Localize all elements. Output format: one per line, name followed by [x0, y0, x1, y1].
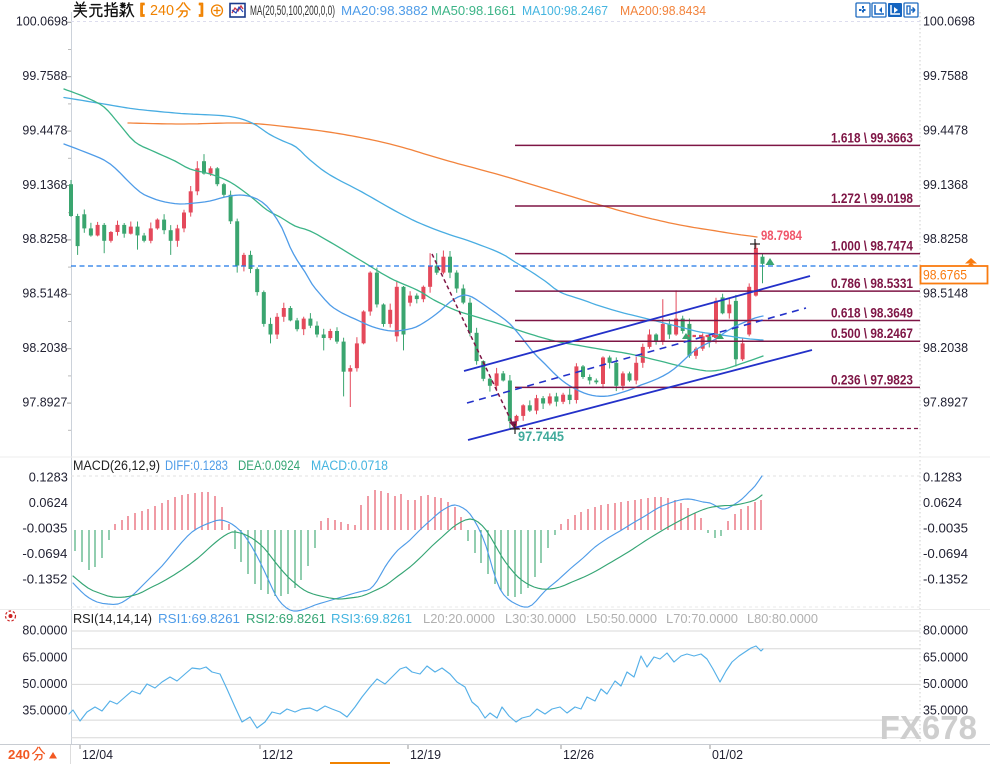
svg-text:L70:70.0000: L70:70.0000 [666, 611, 738, 626]
svg-text:65.0000: 65.0000 [923, 650, 968, 665]
svg-text:MA(20,50,100,200,0,0): MA(20,50,100,200,0,0) [250, 2, 335, 18]
svg-text:-0.1352: -0.1352 [22, 572, 67, 587]
svg-text:0.1283: 0.1283 [29, 470, 68, 485]
svg-text:97.8927: 97.8927 [22, 394, 67, 409]
svg-text:MA50:98.1661: MA50:98.1661 [431, 3, 516, 18]
svg-text:L30:30.0000: L30:30.0000 [505, 611, 576, 626]
svg-text:100.0698: 100.0698 [923, 14, 975, 29]
svg-text:240: 240 [8, 747, 30, 762]
svg-text:0.0624: 0.0624 [923, 495, 962, 510]
svg-text:98.8258: 98.8258 [22, 231, 67, 246]
svg-text:RSI(14,14,14): RSI(14,14,14) [73, 611, 152, 626]
svg-text:80.0000: 80.0000 [22, 623, 67, 638]
svg-text:97.7445: 97.7445 [518, 428, 564, 444]
svg-text:RSI3:69.8261: RSI3:69.8261 [331, 611, 412, 626]
svg-text:80.0000: 80.0000 [923, 623, 968, 638]
svg-text:MA20:98.3882: MA20:98.3882 [341, 3, 428, 18]
svg-text:MACD(26,12,9): MACD(26,12,9) [73, 458, 160, 473]
svg-text:-0.0035: -0.0035 [22, 521, 67, 536]
svg-text:35.0000: 35.0000 [22, 703, 67, 718]
svg-text:50.0000: 50.0000 [923, 676, 968, 691]
svg-text:12/12: 12/12 [262, 747, 293, 762]
svg-text:98.5148: 98.5148 [923, 286, 968, 301]
svg-text:99.7588: 99.7588 [22, 68, 67, 83]
svg-text:MA200:98.8434: MA200:98.8434 [620, 3, 706, 18]
svg-text:240: 240 [150, 3, 174, 19]
svg-text:97.8927: 97.8927 [923, 394, 968, 409]
svg-text:0.500 \ 98.2467: 0.500 \ 98.2467 [831, 326, 913, 341]
svg-text:98.5148: 98.5148 [22, 286, 67, 301]
svg-text:99.4478: 99.4478 [923, 122, 968, 137]
svg-text:-0.0035: -0.0035 [923, 521, 968, 536]
svg-text:0.618 \ 98.3649: 0.618 \ 98.3649 [831, 306, 913, 321]
svg-text:98.2038: 98.2038 [22, 340, 67, 355]
svg-text:99.1368: 99.1368 [22, 177, 67, 192]
svg-text:1.272 \ 99.0198: 1.272 \ 99.0198 [831, 191, 913, 206]
svg-text:0.236 \ 97.9823: 0.236 \ 97.9823 [831, 372, 913, 387]
svg-text:RSI2:69.8261: RSI2:69.8261 [246, 611, 326, 626]
svg-text:98.2038: 98.2038 [923, 340, 968, 355]
svg-text:L50:50.0000: L50:50.0000 [586, 611, 657, 626]
svg-text:-0.0694: -0.0694 [22, 546, 67, 561]
svg-text:FX678: FX678 [880, 709, 977, 746]
svg-text:0.786 \ 98.5331: 0.786 \ 98.5331 [831, 276, 913, 291]
svg-text:12/04: 12/04 [82, 747, 113, 762]
svg-text:DEA:0.0924: DEA:0.0924 [238, 458, 300, 473]
svg-text:1.618 \ 99.3663: 1.618 \ 99.3663 [831, 130, 913, 145]
svg-text:01/02: 01/02 [712, 747, 743, 762]
svg-text:L80:80.0000: L80:80.0000 [747, 611, 818, 626]
svg-text:0.0624: 0.0624 [29, 495, 68, 510]
svg-text:100.0698: 100.0698 [16, 14, 68, 29]
svg-text:99.4478: 99.4478 [22, 122, 67, 137]
svg-text:99.7588: 99.7588 [923, 68, 968, 83]
svg-text:99.1368: 99.1368 [923, 177, 968, 192]
svg-text:DIFF:0.1283: DIFF:0.1283 [165, 458, 228, 473]
svg-text:MA100:98.2467: MA100:98.2467 [522, 3, 608, 18]
svg-text:12/19: 12/19 [410, 747, 441, 762]
svg-text:-0.1352: -0.1352 [923, 572, 968, 587]
svg-text:98.7984: 98.7984 [761, 228, 802, 243]
svg-text:35.0000: 35.0000 [923, 703, 968, 718]
svg-text:50.0000: 50.0000 [22, 676, 67, 691]
svg-text:65.0000: 65.0000 [22, 650, 67, 665]
svg-text:12/26: 12/26 [563, 747, 594, 762]
svg-text:-0.0694: -0.0694 [923, 546, 968, 561]
svg-text:1.000 \ 98.7474: 1.000 \ 98.7474 [831, 239, 913, 254]
svg-text:MACD:0.0718: MACD:0.0718 [311, 458, 388, 473]
svg-text:98.8258: 98.8258 [923, 231, 968, 246]
svg-text:98.6765: 98.6765 [923, 268, 967, 283]
svg-text:RSI1:69.8261: RSI1:69.8261 [158, 611, 240, 626]
svg-text:0.1283: 0.1283 [923, 470, 962, 485]
svg-text:L20:20.0000: L20:20.0000 [423, 611, 495, 626]
